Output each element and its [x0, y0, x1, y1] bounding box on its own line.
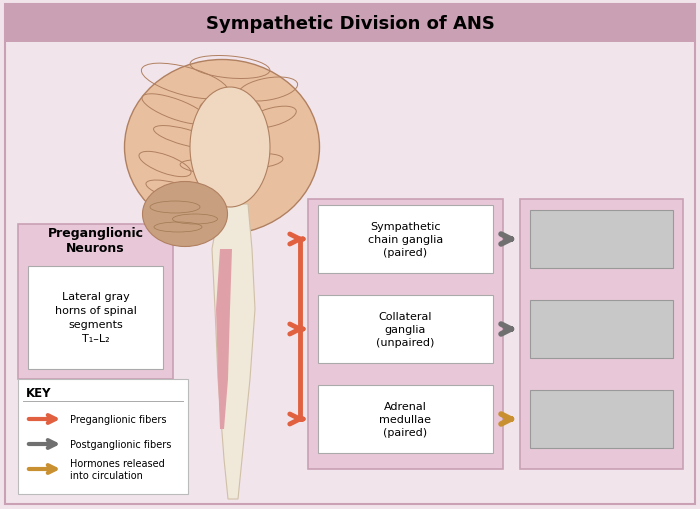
FancyBboxPatch shape	[318, 385, 493, 453]
FancyBboxPatch shape	[308, 200, 503, 469]
Ellipse shape	[125, 61, 319, 235]
Text: Preganglionic
Neurons: Preganglionic Neurons	[48, 227, 144, 254]
FancyBboxPatch shape	[530, 390, 673, 448]
Text: Adrenal
medullae
(paired): Adrenal medullae (paired)	[379, 401, 431, 437]
Text: Preganglionic fibers: Preganglionic fibers	[70, 414, 167, 424]
Text: Sympathetic
chain ganglia
(paired): Sympathetic chain ganglia (paired)	[368, 221, 443, 258]
Text: KEY: KEY	[26, 387, 52, 400]
FancyBboxPatch shape	[5, 5, 695, 504]
FancyBboxPatch shape	[530, 211, 673, 268]
FancyBboxPatch shape	[18, 224, 173, 379]
Text: Sympathetic Division of ANS: Sympathetic Division of ANS	[206, 15, 494, 33]
Polygon shape	[216, 249, 232, 429]
Text: Postganglionic fibers: Postganglionic fibers	[70, 439, 172, 449]
Polygon shape	[212, 205, 255, 499]
FancyBboxPatch shape	[5, 5, 695, 43]
FancyBboxPatch shape	[520, 200, 683, 469]
Ellipse shape	[190, 88, 270, 208]
Text: Collateral
ganglia
(unpaired): Collateral ganglia (unpaired)	[377, 311, 435, 348]
FancyBboxPatch shape	[530, 300, 673, 358]
FancyBboxPatch shape	[18, 379, 188, 494]
FancyBboxPatch shape	[28, 267, 163, 369]
Text: Hormones released
into circulation: Hormones released into circulation	[70, 458, 164, 480]
Text: Lateral gray
horns of spinal
segments
T₁–L₂: Lateral gray horns of spinal segments T₁…	[55, 292, 136, 344]
FancyBboxPatch shape	[318, 295, 493, 363]
FancyBboxPatch shape	[318, 206, 493, 273]
Text: Target Organs: Target Organs	[549, 209, 655, 222]
Ellipse shape	[143, 182, 228, 247]
Text: Ganglionic Neurons: Ganglionic Neurons	[332, 209, 479, 222]
